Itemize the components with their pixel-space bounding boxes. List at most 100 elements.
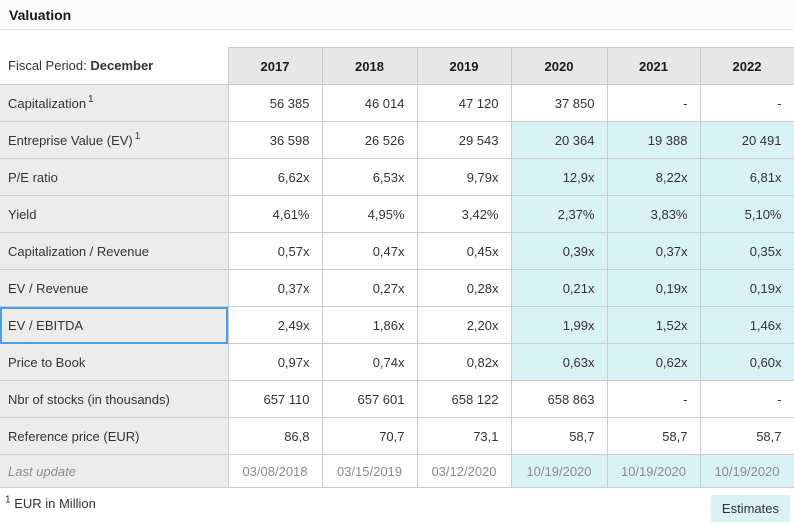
row-label-text: Yield xyxy=(8,206,37,222)
cell-capitalization-revenue-2020: 0,39x xyxy=(510,232,608,270)
row-label-ev-revenue[interactable]: EV / Revenue xyxy=(0,269,229,307)
row-label-p-e-ratio[interactable]: P/E ratio xyxy=(0,158,229,196)
row-label-yield[interactable]: Yield xyxy=(0,195,229,233)
cell-nbr-of-stocks-in-thousands-2019: 658 122 xyxy=(416,380,512,418)
row-label-capitalization[interactable]: Capitalization 1 xyxy=(0,84,229,122)
cell-reference-price-eur-2017: 86,8 xyxy=(227,417,323,455)
row-label-entreprise-value-ev[interactable]: Entreprise Value (EV) 1 xyxy=(0,121,229,159)
cell-yield-2019: 3,42% xyxy=(416,195,512,233)
cell-capitalization-revenue-2018: 0,47x xyxy=(321,232,418,270)
year-header-2021: 2021 xyxy=(606,47,701,85)
table-row-p-e-ratio: P/E ratio 6,62x 6,53x 9,79x 12,9x 8,22x 6,81x xyxy=(0,158,794,196)
valuation-table: Fiscal Period: December 2017 2018 2019 2020… xyxy=(0,47,794,488)
year-header-2020: 2020 xyxy=(510,47,608,85)
footnote: 1 EUR in Million xyxy=(5,491,96,511)
cell-nbr-of-stocks-in-thousands-2020: 658 863 xyxy=(510,380,608,418)
cell-yield-2021: 3,83% xyxy=(606,195,701,233)
cell-reference-price-eur-2020: 58,7 xyxy=(510,417,608,455)
table-row-ev-revenue: EV / Revenue 0,37x 0,27x 0,28x 0,21x 0,19x 0,1… xyxy=(0,269,794,307)
cell-p-e-ratio-2018: 6,53x xyxy=(321,158,418,196)
row-label-ev-ebitda[interactable]: EV / EBITDA xyxy=(0,306,229,344)
cell-reference-price-eur-2018: 70,7 xyxy=(321,417,418,455)
row-label-text: EV / Revenue xyxy=(8,280,89,296)
row-label-text: Capitalization / Revenue xyxy=(8,243,149,259)
cell-reference-price-eur-2021: 58,7 xyxy=(606,417,701,455)
row-label-text: Capitalization xyxy=(8,95,87,111)
cell-yield-2018: 4,95% xyxy=(321,195,418,233)
year-header-2018: 2018 xyxy=(321,47,418,85)
cell-capitalization-2019: 47 120 xyxy=(416,84,512,122)
cell-last-update-2018: 03/15/2019 xyxy=(321,454,418,488)
cell-price-to-book-2022: 0,60x xyxy=(699,343,794,381)
table-footer: 1 EUR in Million Estimates xyxy=(0,488,794,522)
cell-reference-price-eur-2019: 73,1 xyxy=(416,417,512,455)
row-label-text: Last update xyxy=(8,463,76,479)
row-label-text: P/E ratio xyxy=(8,169,58,185)
footnote-marker: 1 xyxy=(88,94,94,106)
year-header-2019: 2019 xyxy=(416,47,512,85)
cell-entreprise-value-ev-2018: 26 526 xyxy=(321,121,418,159)
table-row-yield: Yield 4,61% 4,95% 3,42% 2,37% 3,83% 5,10% xyxy=(0,195,794,233)
cell-p-e-ratio-2022: 6,81x xyxy=(699,158,794,196)
cell-entreprise-value-ev-2020: 20 364 xyxy=(510,121,608,159)
cell-last-update-2019: 03/12/2020 xyxy=(416,454,512,488)
table-header-row: Fiscal Period: December 2017 2018 2019 2020… xyxy=(0,47,794,85)
cell-ev-revenue-2018: 0,27x xyxy=(321,269,418,307)
cell-entreprise-value-ev-2021: 19 388 xyxy=(606,121,701,159)
cell-yield-2017: 4,61% xyxy=(227,195,323,233)
cell-nbr-of-stocks-in-thousands-2017: 657 110 xyxy=(227,380,323,418)
cell-entreprise-value-ev-2017: 36 598 xyxy=(227,121,323,159)
cell-nbr-of-stocks-in-thousands-2018: 657 601 xyxy=(321,380,418,418)
row-label-text: Nbr of stocks (in thousands) xyxy=(8,391,170,407)
cell-capitalization-2017: 56 385 xyxy=(227,84,323,122)
row-label-nbr-of-stocks-in-thousands[interactable]: Nbr of stocks (in thousands) xyxy=(0,380,229,418)
year-header-2022: 2022 xyxy=(699,47,794,85)
table-row-capitalization-revenue: Capitalization / Revenue 0,57x 0,47x 0,45x 0… xyxy=(0,232,794,270)
row-label-text: Reference price (EUR) xyxy=(8,428,140,444)
row-label-capitalization-revenue[interactable]: Capitalization / Revenue xyxy=(0,232,229,270)
cell-p-e-ratio-2021: 8,22x xyxy=(606,158,701,196)
table-row-reference-price-eur: Reference price (EUR) 86,8 70,7 73,1 58,7 58,… xyxy=(0,417,794,455)
cell-last-update-2022: 10/19/2020 xyxy=(699,454,794,488)
cell-ev-revenue-2019: 0,28x xyxy=(416,269,512,307)
cell-ev-revenue-2022: 0,19x xyxy=(699,269,794,307)
cell-ev-ebitda-2017: 2,49x xyxy=(227,306,323,344)
cell-price-to-book-2021: 0,62x xyxy=(606,343,701,381)
cell-capitalization-2022: - xyxy=(699,84,794,122)
page-title: Valuation xyxy=(9,6,72,23)
cell-capitalization-revenue-2017: 0,57x xyxy=(227,232,323,270)
row-label-price-to-book[interactable]: Price to Book xyxy=(0,343,229,381)
cell-capitalization-2020: 37 850 xyxy=(510,84,608,122)
cell-nbr-of-stocks-in-thousands-2022: - xyxy=(699,380,794,418)
cell-ev-ebitda-2022: 1,46x xyxy=(699,306,794,344)
cell-p-e-ratio-2017: 6,62x xyxy=(227,158,323,196)
table-row-ev-ebitda: EV / EBITDA 2,49x 1,86x 2,20x 1,99x 1,52x 1,46… xyxy=(0,306,794,344)
cell-price-to-book-2017: 0,97x xyxy=(227,343,323,381)
cell-ev-revenue-2017: 0,37x xyxy=(227,269,323,307)
cell-ev-revenue-2021: 0,19x xyxy=(606,269,701,307)
cell-p-e-ratio-2019: 9,79x xyxy=(416,158,512,196)
cell-last-update-2020: 10/19/2020 xyxy=(510,454,608,488)
cell-p-e-ratio-2020: 12,9x xyxy=(510,158,608,196)
cell-ev-ebitda-2019: 2,20x xyxy=(416,306,512,344)
row-label-last-update[interactable]: Last update xyxy=(0,454,229,488)
row-label-reference-price-eur[interactable]: Reference price (EUR) xyxy=(0,417,229,455)
cell-capitalization-2021: - xyxy=(606,84,701,122)
cell-price-to-book-2020: 0,63x xyxy=(510,343,608,381)
cell-capitalization-revenue-2022: 0,35x xyxy=(699,232,794,270)
table-row-last-update: Last update 03/08/2018 03/15/2019 03/12/202… xyxy=(0,454,794,488)
cell-reference-price-eur-2022: 58,7 xyxy=(699,417,794,455)
section-title-bar: Valuation xyxy=(0,0,794,30)
cell-entreprise-value-ev-2022: 20 491 xyxy=(699,121,794,159)
footnote-text: EUR in Million xyxy=(14,496,96,511)
row-label-text: Price to Book xyxy=(8,354,86,370)
table-row-entreprise-value-ev: Entreprise Value (EV) 1 36 598 26 526 29 543… xyxy=(0,121,794,159)
cell-price-to-book-2019: 0,82x xyxy=(416,343,512,381)
fiscal-period-value: December xyxy=(90,58,154,74)
table-row-price-to-book: Price to Book 0,97x 0,74x 0,82x 0,63x 0,62x 0,… xyxy=(0,343,794,381)
cell-ev-ebitda-2021: 1,52x xyxy=(606,306,701,344)
fiscal-period-label: Fiscal Period: xyxy=(8,58,87,74)
row-label-text: Entreprise Value (EV) xyxy=(8,132,133,148)
cell-ev-ebitda-2020: 1,99x xyxy=(510,306,608,344)
